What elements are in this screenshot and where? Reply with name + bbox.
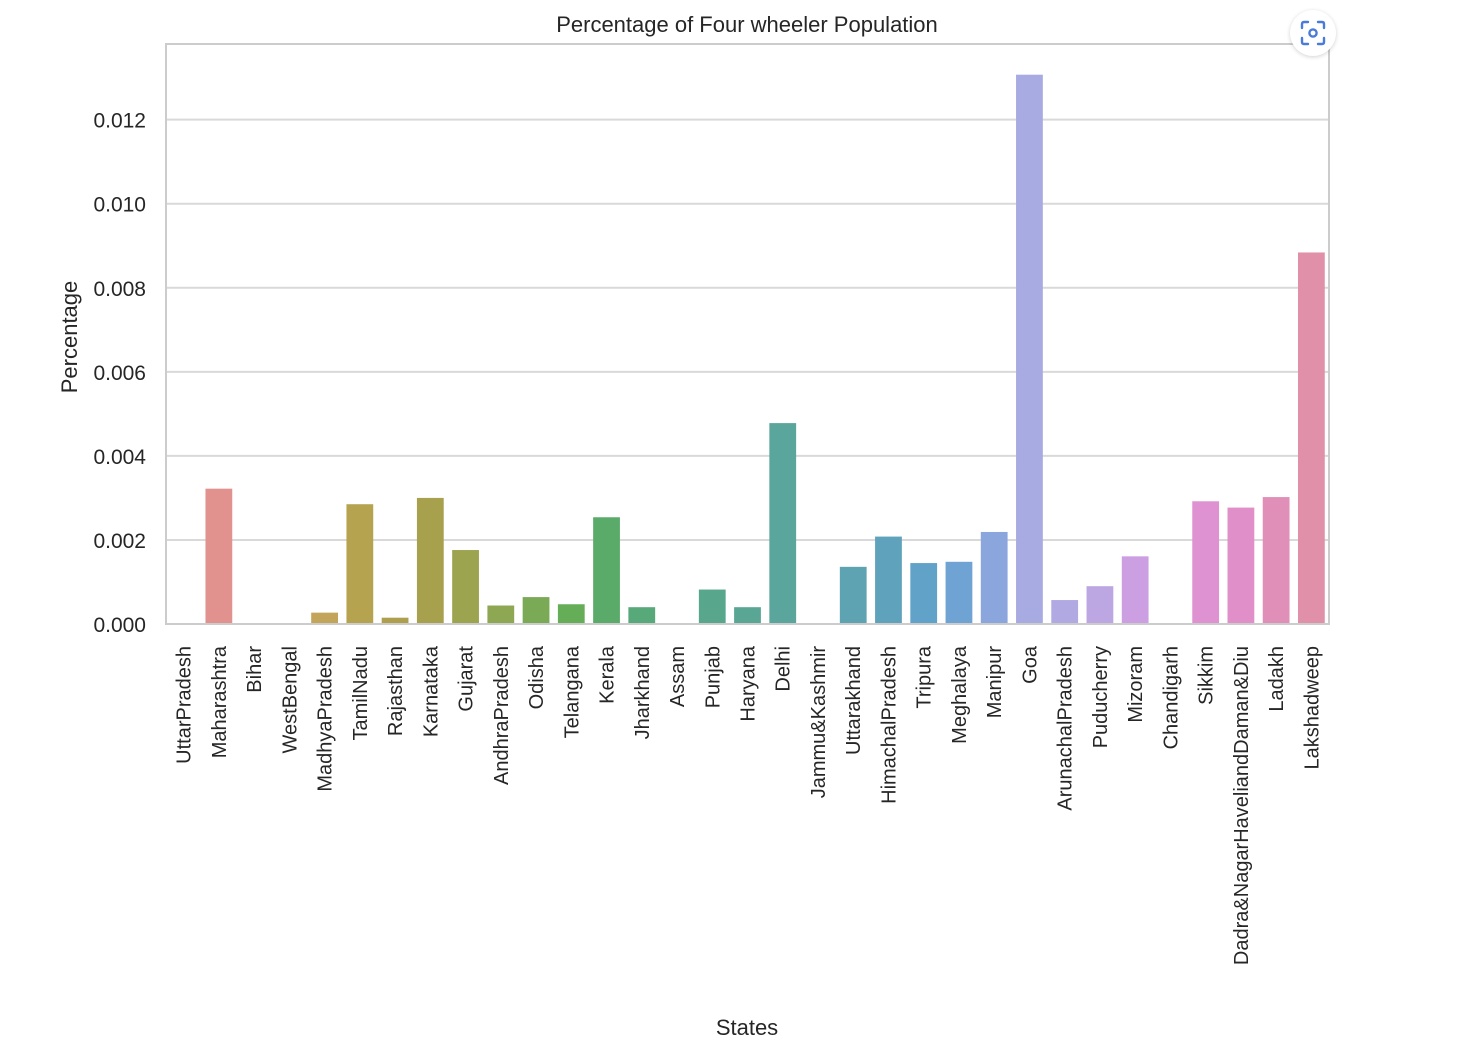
bar-kerala bbox=[593, 517, 620, 624]
x-tick-label: Telangana bbox=[561, 645, 583, 738]
bar-arunachalpradesh bbox=[1051, 600, 1079, 624]
lens-icon bbox=[1300, 20, 1326, 46]
y-tick-label: 0.006 bbox=[93, 362, 146, 385]
x-tick-label: Bihar bbox=[244, 646, 266, 693]
y-tick-label: 0.004 bbox=[93, 446, 146, 469]
x-tick-label: Dadra&NagarHaveliandDaman&Diu bbox=[1231, 646, 1253, 965]
bar-andhrapradesh bbox=[487, 605, 515, 624]
bar-tamilnadu bbox=[346, 504, 374, 624]
y-tick-label: 0.012 bbox=[93, 110, 146, 133]
x-axis-label: States bbox=[716, 1015, 778, 1040]
y-tick-labels: 0.000 0.002 0.004 0.006 0.008 0.010 0.012 bbox=[93, 110, 146, 637]
y-tick-label: 0.008 bbox=[93, 278, 146, 301]
bar-jharkhand bbox=[628, 607, 656, 624]
bar-odisha bbox=[522, 597, 550, 624]
lens-search-button[interactable] bbox=[1290, 10, 1336, 56]
bar-punjab bbox=[698, 589, 726, 624]
bar-himachalpradesh bbox=[875, 536, 902, 624]
x-tick-label: TamilNadu bbox=[350, 646, 372, 740]
x-tick-label: AndhraPradesh bbox=[491, 646, 513, 785]
y-tick-label: 0.010 bbox=[93, 194, 146, 217]
x-tick-label: Punjab bbox=[702, 646, 724, 708]
x-tick-label: Lakshadweep bbox=[1301, 646, 1323, 769]
bar-manipur bbox=[980, 531, 1008, 624]
x-tick-label: Jharkhand bbox=[632, 646, 654, 739]
x-tick-label: Chandigarh bbox=[1160, 646, 1182, 749]
x-tick-label: UttarPradesh bbox=[174, 646, 196, 764]
x-tick-label: Goa bbox=[1019, 645, 1041, 684]
bar-delhi bbox=[769, 423, 797, 624]
x-tick-label: ArunachalPradesh bbox=[1055, 646, 1077, 811]
bar-gujarat bbox=[452, 550, 479, 624]
y-tick-label: 0.000 bbox=[93, 614, 146, 637]
chart-title: Percentage of Four wheeler Population bbox=[556, 12, 938, 37]
bar-ladakh bbox=[1262, 497, 1290, 624]
x-tick-label: Tripura bbox=[914, 645, 936, 708]
x-tick-label: Kerala bbox=[597, 645, 619, 704]
y-tick-label: 0.002 bbox=[93, 530, 146, 553]
x-tick-label: Rajasthan bbox=[385, 646, 407, 736]
bar-karnataka bbox=[416, 497, 444, 624]
x-tick-label: Mizoram bbox=[1125, 646, 1147, 723]
bar-tripura bbox=[910, 563, 938, 624]
bar-haryana bbox=[734, 607, 761, 624]
bar-rajasthan bbox=[381, 617, 409, 624]
x-tick-label: Karnataka bbox=[420, 645, 442, 737]
x-tick-label: Haryana bbox=[738, 645, 760, 721]
bar-maharashtra bbox=[205, 488, 233, 624]
x-tick-label: Odisha bbox=[526, 645, 548, 709]
x-tick-labels: UttarPradesh Maharashtra Bihar WestBengal Ma… bbox=[174, 645, 1324, 965]
bar-lakshadweep bbox=[1297, 252, 1325, 624]
bar-telangana bbox=[557, 604, 585, 624]
bar-madhyapradesh bbox=[311, 612, 338, 624]
plot-frame bbox=[165, 43, 1330, 625]
bars bbox=[205, 74, 1325, 625]
x-tick-label: Assam bbox=[667, 646, 689, 707]
bar-uttarakhand bbox=[839, 566, 867, 624]
x-tick-label: Maharashtra bbox=[209, 645, 231, 758]
x-tick-label: Manipur bbox=[984, 646, 1006, 719]
bar-mizoram bbox=[1121, 556, 1149, 624]
x-tick-label: Ladakh bbox=[1266, 646, 1288, 712]
x-tick-label: Sikkim bbox=[1196, 646, 1218, 705]
x-tick-label: Gujarat bbox=[456, 646, 478, 712]
x-tick-label: WestBengal bbox=[279, 646, 301, 753]
bar-meghalaya bbox=[945, 561, 973, 624]
grid-lines bbox=[166, 118, 1329, 625]
x-tick-label: HimachalPradesh bbox=[878, 646, 900, 804]
x-tick-label: Jammu&Kashmir bbox=[808, 646, 830, 799]
bar-dadra-nagarhavelianddaman-diu bbox=[1227, 507, 1255, 624]
y-axis-label: Percentage bbox=[57, 281, 82, 394]
x-tick-label: Meghalaya bbox=[949, 645, 971, 744]
bar-sikkim bbox=[1192, 501, 1220, 624]
x-tick-label: MadhyaPradesh bbox=[315, 646, 337, 792]
bar-puducherry bbox=[1086, 586, 1114, 624]
x-tick-label: Delhi bbox=[773, 646, 795, 692]
x-tick-label: Puducherry bbox=[1090, 646, 1112, 748]
bar-goa bbox=[1016, 74, 1043, 625]
x-tick-label: Uttarakhand bbox=[843, 646, 865, 755]
